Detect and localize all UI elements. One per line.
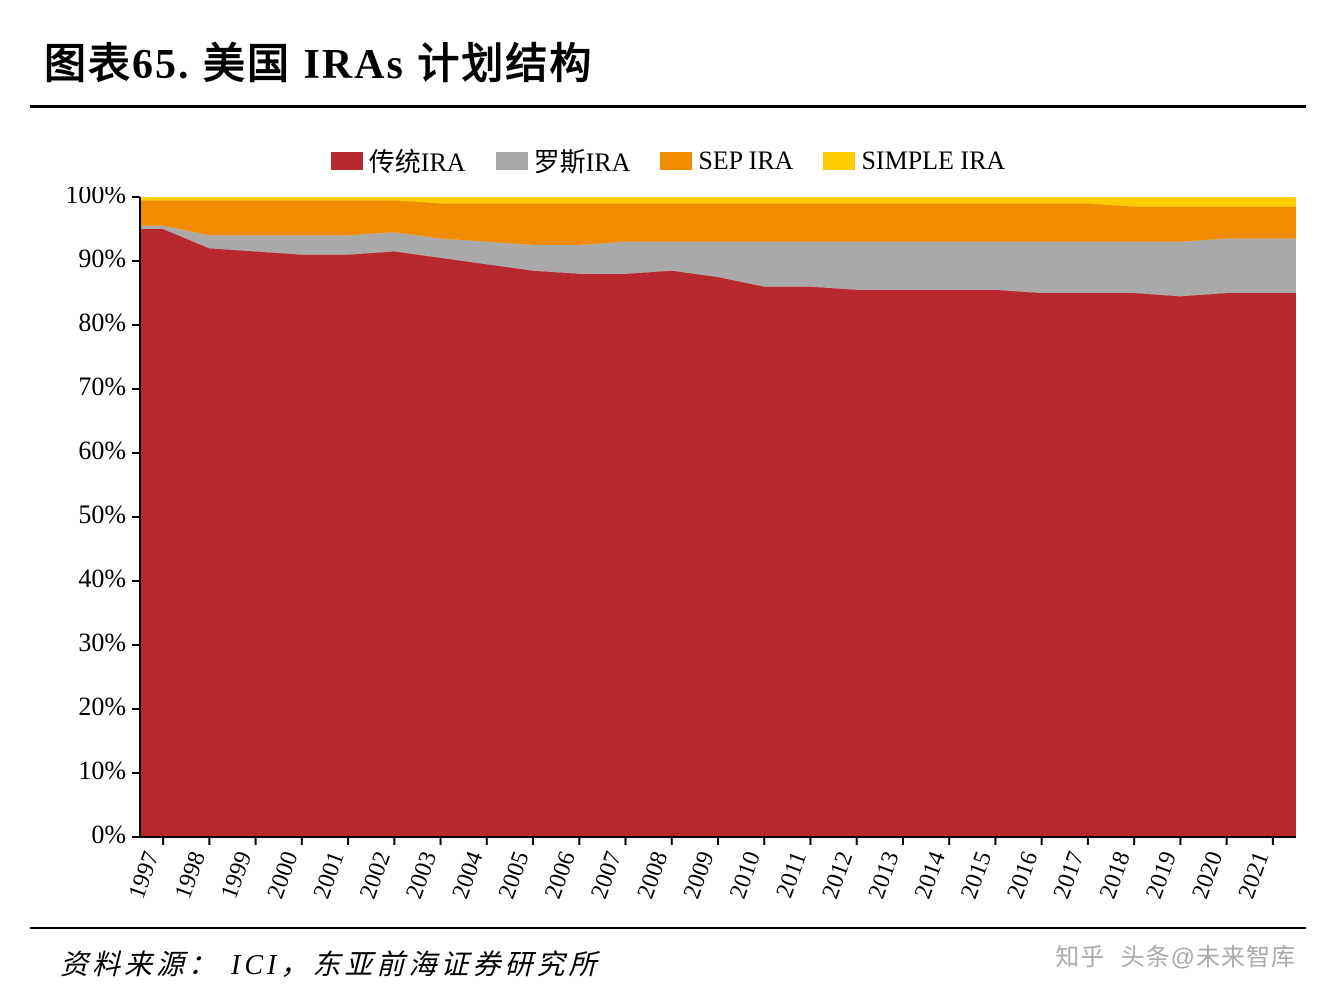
y-tick-label: 20% [78,692,126,721]
legend-swatch [660,152,692,170]
x-tick-label: 1999 [216,848,257,902]
x-tick-label: 2013 [864,848,905,902]
x-tick-label: 2019 [1141,848,1182,902]
legend-label: SEP IRA [698,146,793,176]
legend-swatch [331,152,363,170]
legend-item: SEP IRA [660,142,793,179]
chart-title: 图表65. 美国 IRAs 计划结构 [44,30,1306,91]
x-tick-label: 2000 [263,848,304,902]
y-tick-label: 0% [91,820,126,849]
y-tick-label: 70% [78,372,126,401]
x-tick-label: 1998 [170,848,211,902]
stacked-area-chart: 0%10%20%30%40%50%60%70%80%90%100%1997199… [30,187,1306,927]
x-tick-label: 2016 [1002,848,1043,902]
x-tick-label: 2004 [448,848,489,902]
x-tick-label: 1997 [124,848,165,902]
x-tick-label: 2009 [679,848,720,902]
x-tick-label: 2012 [818,848,859,902]
legend: 传统IRA 罗斯IRA SEP IRA SIMPLE IRA [30,108,1306,187]
y-tick-label: 80% [78,308,126,337]
y-tick-label: 90% [78,244,126,273]
x-tick-label: 2014 [910,848,951,902]
legend-label: 传统IRA [369,142,466,179]
x-tick-label: 2001 [309,848,350,902]
area-series [140,229,1296,837]
y-tick-label: 40% [78,564,126,593]
source-footer: 资料来源： ICI，东亚前海证券研究所 [30,929,1306,983]
x-tick-label: 2007 [586,848,627,902]
y-tick-label: 10% [78,756,126,785]
x-tick-label: 2003 [401,848,442,902]
legend-swatch [496,152,528,170]
x-tick-label: 2011 [772,848,813,901]
x-tick-label: 2020 [1187,848,1228,902]
x-tick-label: 2018 [1095,848,1136,902]
y-tick-label: 50% [78,500,126,529]
y-tick-label: 30% [78,628,126,657]
legend-swatch [823,152,855,170]
x-tick-label: 2021 [1234,848,1275,902]
x-tick-label: 2010 [725,848,766,902]
x-tick-label: 2017 [1049,848,1090,902]
y-tick-label: 100% [65,187,126,209]
x-tick-label: 2015 [956,848,997,902]
x-tick-label: 2006 [540,848,581,902]
x-tick-label: 2005 [494,848,535,902]
y-tick-label: 60% [78,436,126,465]
legend-item: 罗斯IRA [496,142,631,179]
legend-item: 传统IRA [331,142,466,179]
legend-label: 罗斯IRA [534,142,631,179]
legend-item: SIMPLE IRA [823,142,1005,179]
x-tick-label: 2002 [355,848,396,902]
x-tick-label: 2008 [633,848,674,902]
legend-label: SIMPLE IRA [861,146,1005,176]
